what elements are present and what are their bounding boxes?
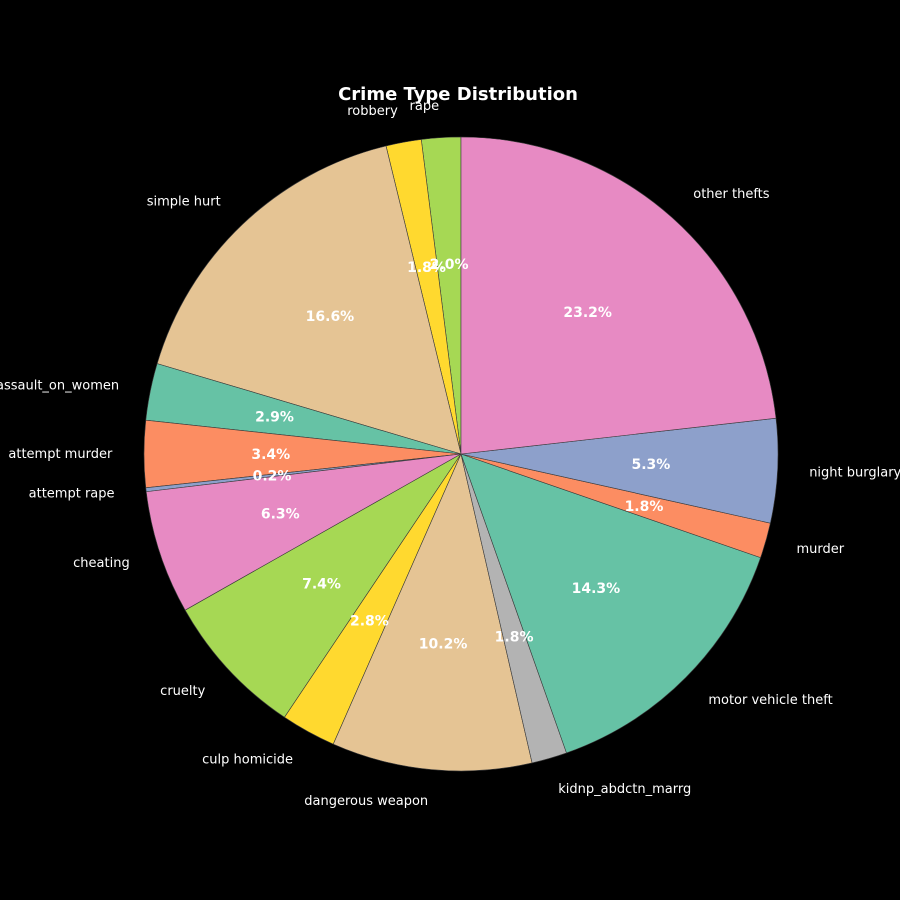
slice-label: other thefts <box>693 187 770 202</box>
pie-slice <box>184 453 462 718</box>
slice-percent-label: 3.4% <box>251 447 290 463</box>
chart-title: Crime Type Distribution <box>338 84 578 105</box>
pie-slice <box>460 453 761 754</box>
slice-label: rape <box>410 99 440 114</box>
slice-label: cruelty <box>160 684 205 699</box>
pie-slice <box>145 453 462 611</box>
slice-label: attempt rape <box>29 486 115 501</box>
slice-label: simple hurt <box>147 194 221 209</box>
slice-label: murder <box>796 542 844 557</box>
slice-percent-label: 6.3% <box>261 506 300 522</box>
slice-percent-label: 10.2% <box>419 636 468 652</box>
slice-label: night burglary <box>809 466 900 481</box>
slice-percent-label: 2.9% <box>255 410 294 426</box>
slice-label: cheating <box>73 556 130 571</box>
slice-percent-label: 1.8% <box>407 260 446 276</box>
slice-percent-label: 23.2% <box>563 305 612 321</box>
pie-slice <box>156 145 462 455</box>
pie-percent-labels: 2.0%1.8%16.6%2.9%3.4%0.2%6.3%7.4%2.8%10.… <box>251 257 670 652</box>
slice-label: assault_on_women <box>0 378 119 393</box>
pie-labels: rape robbery simple hurt assault_on_womenat… <box>0 99 900 809</box>
slice-percent-label: 0.2% <box>253 468 292 484</box>
slice-percent-label: 2.8% <box>350 614 389 630</box>
slice-label: robbery <box>347 104 398 119</box>
slice-percent-label: 2.0% <box>430 257 469 273</box>
slice-label: dangerous weapon <box>304 794 428 809</box>
slice-percent-label: 14.3% <box>572 581 621 597</box>
slice-percent-label: 7.4% <box>302 576 341 592</box>
slice-percent-label: 16.6% <box>306 309 355 325</box>
slice-percent-label: 1.8% <box>625 499 664 515</box>
slice-label: attempt murder <box>8 447 113 462</box>
pie-wedges <box>143 136 779 772</box>
slice-label: culp homicide <box>202 753 293 768</box>
slice-percent-label: 5.3% <box>632 457 671 473</box>
pie-slice <box>460 136 777 455</box>
slice-percent-label: 1.8% <box>495 630 534 646</box>
pie-slice <box>332 453 533 772</box>
slice-label: motor vehicle theft <box>708 693 832 708</box>
slice-label: kidnp_abdctn_marrg <box>558 782 691 797</box>
